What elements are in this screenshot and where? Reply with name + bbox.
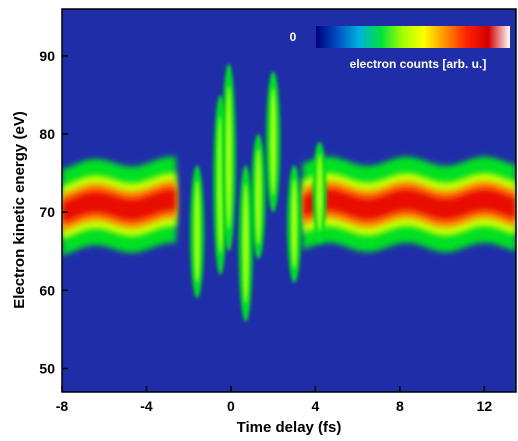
y-tick-label-1: 60 — [39, 282, 55, 298]
y-tick-label-2: 70 — [39, 204, 55, 220]
colorbar-min-label: 0 — [290, 30, 297, 44]
streak-core-4 — [255, 148, 262, 245]
streak-core-7 — [316, 153, 323, 232]
x-tick-label-0: -8 — [56, 398, 69, 414]
colorbar: 0 electron counts [arb. u.] — [290, 26, 510, 71]
y-tick-label-4: 90 — [39, 48, 55, 64]
x-tick-label-3: 4 — [311, 398, 319, 414]
streak-core-2 — [225, 85, 232, 230]
y-axis-label: Electron kinetic energy (eV) — [11, 111, 28, 309]
streak-core-6 — [291, 178, 298, 270]
streak-core-0 — [194, 180, 201, 283]
band-core-0 — [62, 188, 177, 224]
plot-frame — [61, 8, 517, 393]
x-tick-label-1: -4 — [140, 398, 153, 414]
x-axis-label: Time delay (fs) — [237, 419, 342, 436]
x-tick-label-2: 0 — [227, 398, 235, 414]
heat-layer — [62, 63, 516, 322]
y-axis-ticks: 50 60 70 80 90 — [39, 48, 68, 377]
y-tick-label-0: 50 — [39, 361, 55, 377]
streak-core-5 — [270, 87, 277, 196]
band-core-1 — [302, 188, 516, 220]
x-tick-label-4: 8 — [396, 398, 404, 414]
streak-core-3 — [242, 183, 249, 304]
colorbar-gradient — [316, 26, 510, 48]
x-tick-label-5: 12 — [477, 398, 493, 414]
colorbar-label: electron counts [arb. u.] — [350, 57, 487, 71]
y-tick-label-3: 80 — [39, 126, 55, 142]
x-axis-ticks: -8 -4 0 4 8 12 — [56, 386, 493, 414]
